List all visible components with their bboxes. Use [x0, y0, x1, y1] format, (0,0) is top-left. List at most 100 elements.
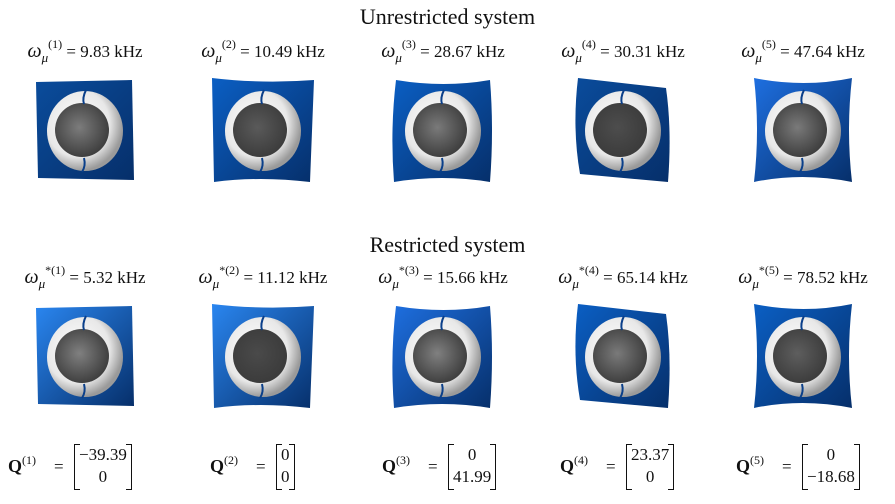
crack-bottom — [619, 383, 624, 399]
mode-superscript: (5) — [761, 37, 776, 51]
q-vector-1: Q(1) = −39.39 0 — [8, 444, 178, 490]
inner-core — [413, 329, 467, 383]
crack-top — [440, 315, 445, 331]
inner-core — [773, 103, 827, 157]
q-label: Q(2) — [210, 453, 239, 476]
omega-symbol: ω — [561, 40, 576, 62]
mu-subscript: μ — [575, 50, 582, 65]
mode-shape-figure — [36, 306, 134, 406]
mode-superscript: *(4) — [578, 263, 599, 277]
frequency-label: ωμ*(5) = 78.52 kHz — [718, 263, 888, 291]
mode-shape-figure — [575, 304, 670, 408]
frequency-value: = 30.31 kHz — [595, 42, 685, 61]
inner-core — [593, 103, 647, 157]
equals-sign: = — [54, 457, 64, 476]
mode-superscript: (4) — [581, 37, 596, 51]
frequency-label: ωμ(3) = 28.67 kHz — [358, 37, 528, 65]
mode-superscript: (1) — [48, 37, 63, 51]
mu-subscript: μ — [392, 276, 399, 291]
q-label: Q(5) — [736, 453, 765, 476]
frequency-value: = 28.67 kHz — [415, 42, 505, 61]
omega-symbol: ω — [381, 40, 396, 62]
q-label: Q(3) — [382, 453, 411, 476]
crack-bottom — [439, 383, 444, 399]
equals-sign: = — [782, 457, 792, 476]
mu-subscript: μ — [41, 50, 49, 65]
crack-top — [800, 315, 805, 331]
mu-subscript: μ — [212, 276, 220, 291]
q-vector-bottom: 0 — [645, 467, 655, 486]
frequency-label: ωμ*(3) = 15.66 kHz — [358, 263, 528, 291]
frequency-value: = 65.14 kHz — [598, 268, 688, 287]
q-vector-top: 0 — [467, 445, 477, 464]
crack-bottom — [439, 157, 444, 173]
omega-symbol: ω — [741, 40, 756, 62]
q-vector-bottom: 0 — [98, 467, 108, 486]
q-vector-matrix: −39.39 0 — [74, 444, 132, 490]
q-vector-2: Q(2) = 0 0 — [210, 444, 380, 490]
crack-top — [620, 89, 625, 105]
q-vector-top: 0 — [826, 445, 836, 464]
mode-superscript: *(1) — [45, 263, 66, 277]
frequency-label: ωμ*(2) = 11.12 kHz — [178, 263, 348, 291]
mode-shape-figure — [212, 304, 314, 408]
q-vector-5: Q(5) = 0 −18.68 — [736, 444, 895, 490]
frequency-label: ωμ(1) = 9.83 kHz — [0, 37, 170, 65]
q-superscript: (4) — [574, 453, 589, 467]
crack-bottom — [799, 383, 804, 399]
crack-bottom — [81, 383, 86, 399]
frequency-label: ωμ(2) = 10.49 kHz — [178, 37, 348, 65]
inner-core — [55, 329, 109, 383]
q-vector-3: Q(3) = 0 41.99 — [382, 444, 552, 490]
q-vector-bottom: 0 — [281, 467, 290, 486]
unrestricted-title: Unrestricted system — [359, 4, 536, 29]
omega-symbol: ω — [198, 266, 213, 288]
q-vector-matrix: 23.37 0 — [626, 444, 675, 490]
q-superscript: (1) — [22, 453, 37, 467]
crack-bottom — [259, 157, 264, 173]
frequency-value: = 10.49 kHz — [235, 42, 325, 61]
inner-core — [233, 103, 287, 157]
omega-symbol: ω — [201, 40, 216, 62]
frequency-label: ωμ(4) = 30.31 kHz — [538, 37, 708, 65]
crack-top — [260, 315, 265, 331]
crack-bottom — [799, 157, 804, 173]
q-vector-top: −39.39 — [79, 445, 127, 464]
omega-symbol: ω — [378, 266, 393, 288]
q-vector-matrix: 0 −18.68 — [802, 444, 860, 490]
inner-core — [413, 103, 467, 157]
frequency-value: = 15.66 kHz — [418, 268, 508, 287]
equals-sign: = — [428, 457, 438, 476]
crack-top — [440, 89, 445, 105]
mode-superscript: (2) — [221, 37, 236, 51]
mode-superscript: (3) — [401, 37, 416, 51]
q-label: Q(1) — [8, 453, 37, 476]
frequency-value: = 78.52 kHz — [778, 268, 868, 287]
inner-core — [55, 103, 109, 157]
mode-superscript: *(2) — [219, 263, 240, 277]
mode-shape-figure — [392, 80, 492, 182]
inner-core — [773, 329, 827, 383]
mode-shape-figure — [754, 78, 852, 182]
q-vector-top: 23.37 — [631, 445, 670, 464]
frequency-label: ωμ(5) = 47.64 kHz — [718, 37, 888, 65]
frequency-label: ωμ*(4) = 65.14 kHz — [538, 263, 708, 291]
inner-core — [593, 329, 647, 383]
crack-top — [82, 89, 87, 105]
q-vector-matrix: 0 41.99 — [448, 444, 497, 490]
crack-bottom — [619, 157, 624, 173]
equals-sign: = — [256, 457, 266, 476]
mode-shape-figure — [36, 80, 134, 180]
equals-sign: = — [606, 457, 616, 476]
q-vector-bottom: 41.99 — [453, 467, 492, 486]
omega-symbol: ω — [738, 266, 753, 288]
crack-top — [82, 315, 87, 331]
omega-symbol: ω — [27, 40, 42, 62]
q-superscript: (5) — [750, 453, 765, 467]
mu-subscript: μ — [755, 50, 762, 65]
mu-subscript: μ — [395, 50, 402, 65]
inner-core — [233, 329, 287, 383]
mode-superscript: *(3) — [398, 263, 419, 277]
mode-shape-figure — [575, 78, 670, 182]
